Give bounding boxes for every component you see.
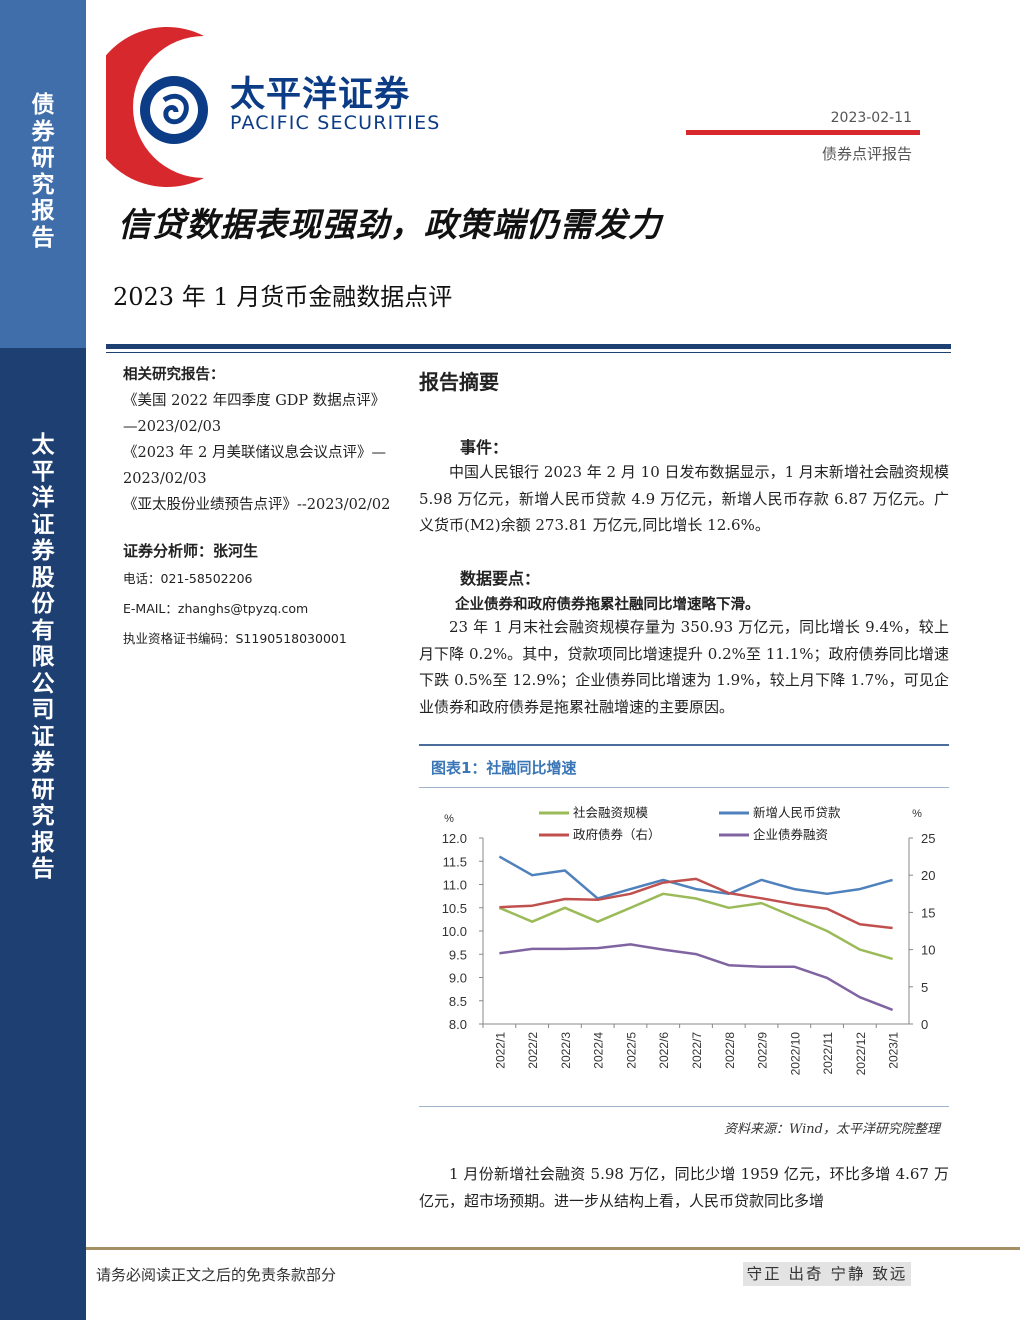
event-heading: 事件： [460, 438, 509, 457]
x-tick-label: 2022/12 [854, 1032, 868, 1076]
chart-bottom-rule [419, 1106, 949, 1107]
chart-top-rule [419, 744, 949, 746]
x-tick-label: 2022/2 [526, 1032, 540, 1069]
related-report-item[interactable]: 《2023 年 2 月美联储议息会议点评》—2023/02/03 [123, 445, 386, 487]
company-motto: 守正 出奇 宁静 致远 [743, 1262, 911, 1286]
brand-name-en: PACIFIC SECURITIES [230, 112, 441, 134]
legend-label: 政府债券（右） [573, 827, 661, 842]
x-tick-label: 2022/7 [690, 1032, 704, 1069]
series-line-0 [498, 892, 893, 961]
x-tick-label: 2022/1 [493, 1032, 507, 1069]
pacific-securities-logo [106, 27, 208, 187]
left-tick-label: 9.5 [449, 947, 467, 962]
page-title: 信贷数据表现强劲，政策端仍需发力 [118, 205, 662, 244]
body-paragraph: 1 月份新增社会融资 5.98 万亿，同比少增 1959 亿元，环比多增 4.6… [419, 1165, 949, 1210]
x-tick-label: 2022/3 [559, 1032, 573, 1069]
right-axis-unit: % [912, 808, 922, 820]
series-line-1 [498, 855, 893, 900]
x-tick-label: 2022/11 [821, 1032, 835, 1075]
sidebar-bottom-band [0, 348, 86, 1320]
related-report-item[interactable]: 《美国 2022 年四季度 GDP 数据点评》—2023/02/03 [123, 393, 386, 435]
right-tick-label: 15 [921, 905, 935, 920]
footer-rule [86, 1247, 1020, 1250]
right-tick-label: 20 [921, 868, 935, 883]
header-divider-thin [106, 352, 951, 353]
right-tick-label: 25 [921, 831, 935, 846]
accent-bar [686, 130, 920, 135]
header-divider [106, 344, 951, 349]
x-tick-label: 2023/1 [887, 1032, 901, 1069]
key-point-headline: 企业债券和政府债券拖累社融同比增速略下滑。 [455, 596, 760, 613]
legend-label: 新增人民币贷款 [753, 805, 841, 820]
report-date: 2023-02-11 [830, 110, 912, 126]
series-line-2 [499, 877, 893, 930]
analyst-email[interactable]: E-MAIL：zhanghs@tpyzq.com [123, 601, 309, 616]
related-reports-heading: 相关研究报告： [123, 366, 225, 383]
related-report-item[interactable]: 《亚太股份业绩预告点评》--2023/02/02 [123, 497, 391, 513]
left-tick-label: 11.5 [443, 854, 467, 869]
left-tick-label: 8.0 [449, 1017, 467, 1032]
event-paragraph: 中国人民银行 2023 年 2 月 10 日发布数据显示，1 月末新增社会融资规… [419, 463, 949, 534]
right-tick-label: 5 [921, 980, 928, 995]
analyst-license: 执业资格证书编码：S1190518030001 [123, 631, 347, 646]
key-points-heading: 数据要点： [460, 569, 541, 588]
chart-caption: 图表1：社融同比增速 [431, 759, 577, 777]
left-axis-unit: % [444, 813, 454, 825]
left-tick-label: 8.5 [449, 994, 467, 1009]
left-tick-label: 10.0 [442, 924, 467, 939]
brand-name-cn: 太平洋证券 [230, 75, 411, 115]
chart-source: 资料来源：Wind，太平洋研究院整理 [724, 1122, 940, 1137]
sidebar-company-name: 太平洋证券股份有限公司证券研究报告 [31, 432, 55, 882]
analyst-phone: 电话：021-58502206 [123, 571, 253, 586]
analyst-name: 证券分析师：张河生 [123, 542, 259, 560]
sidebar-top-band [0, 0, 86, 348]
social-financing-growth-chart: % % 12.0 11.5 11.0 10.5 10.0 9.5 9.0 8.5 8.0 25 20 15… [442, 805, 936, 1076]
x-tick-label: 2022/6 [657, 1032, 671, 1069]
right-tick-label: 10 [921, 943, 935, 958]
x-tick-label: 2022/9 [756, 1032, 770, 1069]
x-tick-label: 2022/5 [624, 1032, 638, 1069]
x-tick-label: 2022/4 [592, 1032, 606, 1069]
right-tick-label: 0 [921, 1017, 928, 1032]
left-tick-label: 10.5 [442, 901, 467, 916]
legend-label: 社会融资规模 [573, 805, 649, 820]
x-tick-label: 2022/10 [788, 1032, 802, 1076]
x-tick-label: 2022/8 [723, 1032, 737, 1069]
key-point-paragraph: 23 年 1 月末社会融资规模存量为 350.93 万亿元，同比增长 9.4%，… [419, 618, 949, 716]
disclaimer-note: 请务必阅读正文之后的免责条款部分 [96, 1266, 337, 1284]
sidebar-report-category: 债券研究报告 [31, 92, 55, 251]
left-tick-label: 9.0 [449, 971, 467, 986]
left-tick-label: 12.0 [442, 831, 467, 846]
series-line-3 [499, 943, 894, 1012]
chart-caption-rule [419, 787, 949, 788]
left-tick-label: 11.0 [443, 878, 467, 893]
report-type: 债券点评报告 [821, 145, 912, 163]
legend-label: 企业债券融资 [753, 827, 828, 842]
abstract-heading: 报告摘要 [419, 370, 499, 394]
page-subtitle: 2023 年 1 月货币金融数据点评 [113, 283, 453, 311]
sidebar-info-column: 相关研究报告： 《美国 2022 年四季度 GDP 数据点评》—2023/02/… [123, 362, 393, 654]
